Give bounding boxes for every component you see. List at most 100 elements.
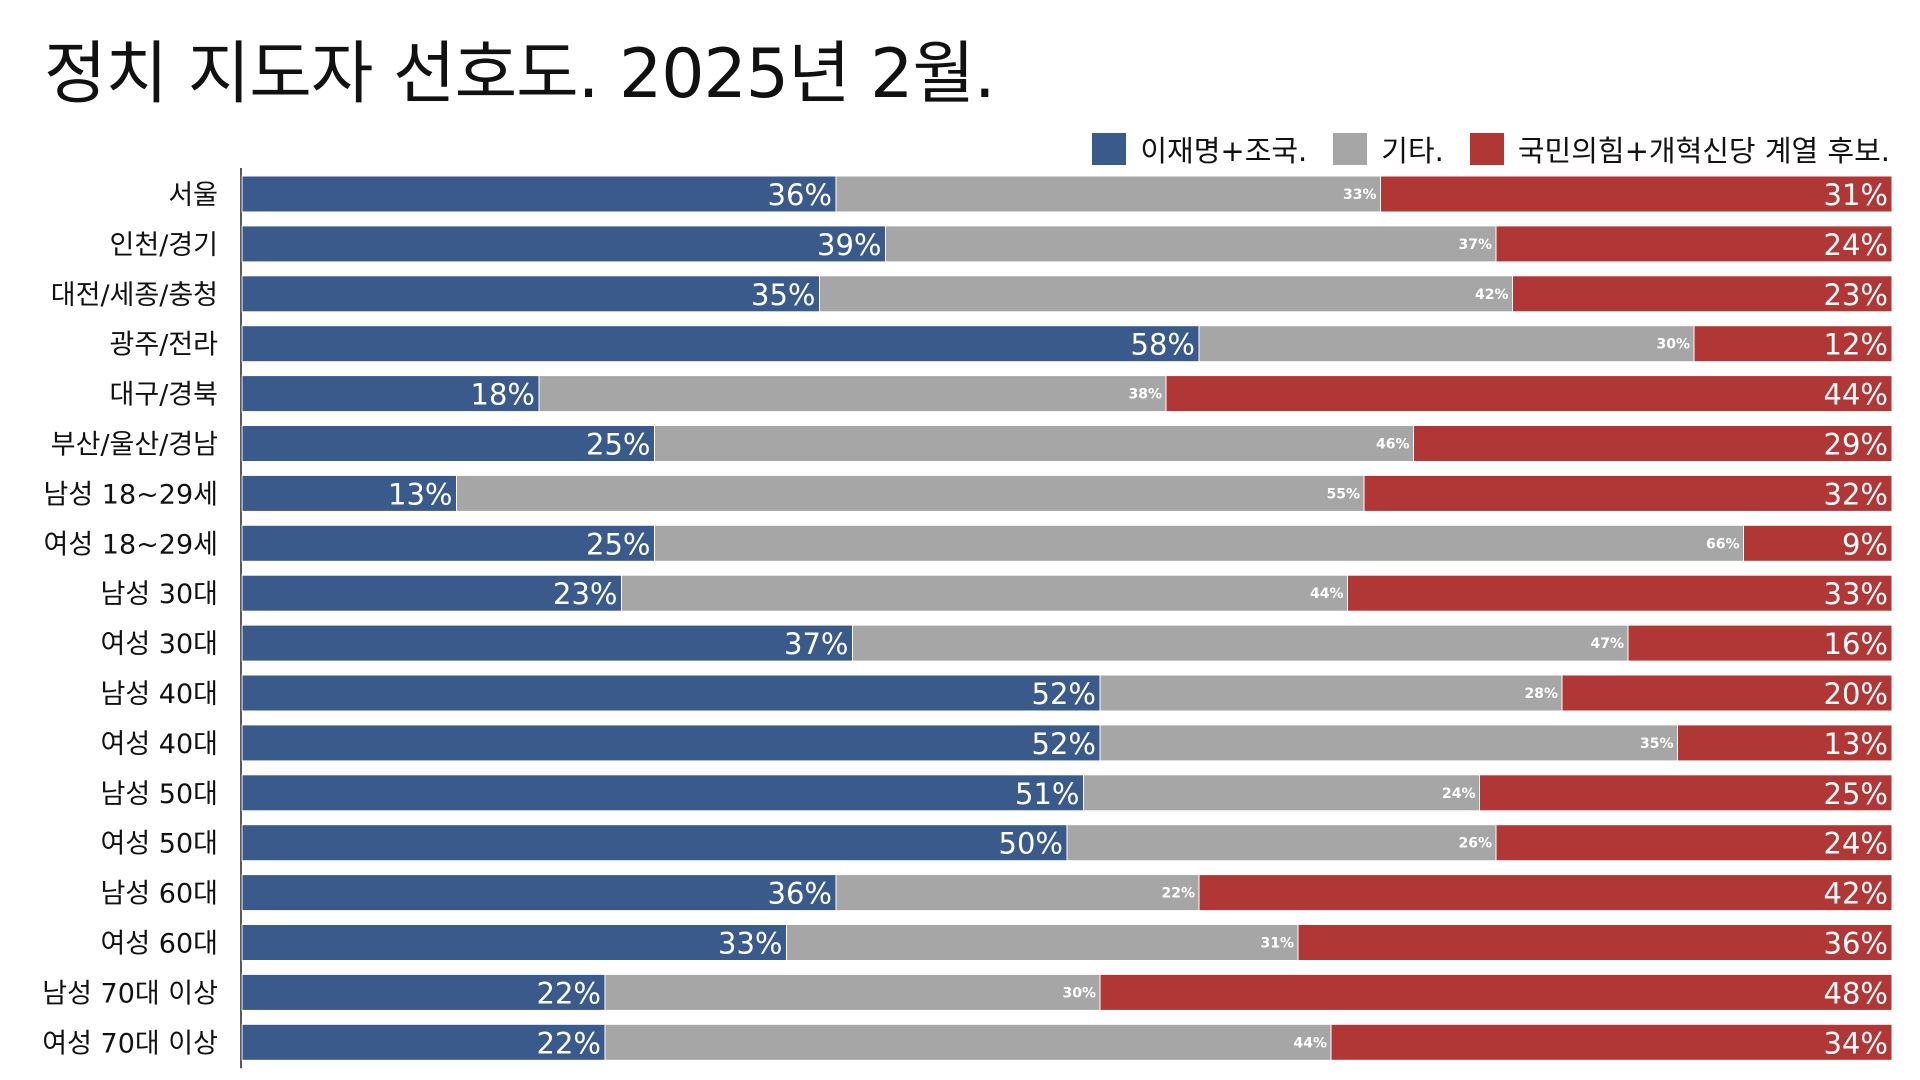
bar-segment — [1380, 175, 1893, 213]
data-label: 44% — [1824, 378, 1888, 412]
data-label: 24% — [1824, 228, 1888, 262]
bar-segment — [1330, 1023, 1893, 1061]
bar-segment — [852, 624, 1629, 662]
data-label: 28% — [1524, 686, 1558, 702]
bar-segment — [241, 524, 655, 562]
data-label: 20% — [1824, 677, 1888, 711]
data-label: 35% — [1640, 736, 1674, 752]
data-label: 51% — [1015, 777, 1079, 811]
data-label: 24% — [1824, 827, 1888, 861]
bar-segment — [1495, 225, 1893, 263]
row-label: 인천/경기 — [110, 230, 218, 261]
bar-segment — [241, 175, 837, 213]
bar-segment — [241, 824, 1068, 862]
bar-segment — [241, 1023, 606, 1061]
bar-segment — [241, 874, 837, 912]
bar-segment — [1165, 375, 1893, 413]
legend-swatch-red — [1469, 133, 1504, 165]
data-label: 32% — [1824, 477, 1888, 511]
row-label: 대전/세종/충청 — [51, 280, 218, 311]
bar-segment — [241, 624, 853, 662]
bar-segment — [241, 724, 1101, 762]
bar-segment — [456, 474, 1365, 512]
data-label: 44% — [1293, 1035, 1327, 1051]
data-label: 22% — [1161, 886, 1195, 902]
bar-segment — [1479, 774, 1893, 812]
bar-segment — [1743, 524, 1893, 562]
data-label: 23% — [1824, 278, 1888, 312]
data-label: 47% — [1590, 636, 1624, 652]
bar-segment — [1066, 824, 1497, 862]
row-label: 남성 70대 이상 — [42, 978, 218, 1009]
bar-segment — [1198, 874, 1893, 912]
bar-segment — [241, 774, 1084, 812]
bar-segment — [885, 225, 1497, 263]
data-label: 66% — [1706, 536, 1740, 552]
data-label: 42% — [1824, 877, 1888, 911]
data-label: 36% — [768, 877, 832, 911]
data-label: 23% — [553, 577, 617, 611]
data-label: 35% — [751, 278, 815, 312]
row-label: 남성 18~29세 — [44, 479, 218, 510]
bar-segment — [835, 874, 1200, 912]
data-label: 46% — [1376, 437, 1410, 453]
data-label: 33% — [718, 927, 782, 961]
legend-label: 이재명+조국. — [1140, 134, 1308, 168]
bar-segment — [819, 275, 1513, 313]
row-label: 서울 — [168, 180, 218, 211]
row-label: 여성 18~29세 — [44, 529, 218, 560]
data-label: 37% — [784, 627, 848, 661]
data-label: 31% — [1260, 936, 1294, 952]
data-label: 29% — [1824, 428, 1888, 462]
bar-segment — [1083, 774, 1480, 812]
data-label: 44% — [1310, 586, 1344, 602]
data-label: 55% — [1326, 486, 1360, 502]
bar-segment — [1099, 724, 1678, 762]
data-label: 9% — [1842, 527, 1888, 561]
row-label: 여성 60대 — [101, 929, 218, 960]
legend-item-other: 기타. — [1333, 128, 1444, 170]
legend-swatch-gray — [1333, 133, 1368, 165]
data-label: 26% — [1458, 836, 1492, 852]
data-label: 25% — [1824, 777, 1888, 811]
data-label: 13% — [1824, 727, 1888, 761]
row-label: 남성 40대 — [101, 679, 218, 710]
legend: 이재명+조국. 기타. 국민의힘+개혁신당 계열 후보. — [1092, 128, 1890, 170]
bar-segment — [1693, 325, 1893, 363]
bar-segment — [241, 924, 787, 961]
data-label: 37% — [1458, 237, 1492, 253]
data-label: 22% — [537, 1026, 601, 1060]
bar-segment — [241, 325, 1200, 363]
data-label: 31% — [1824, 178, 1888, 212]
row-label: 대구/경북 — [110, 380, 218, 411]
data-label: 13% — [388, 477, 452, 511]
row-label: 여성 40대 — [101, 729, 218, 760]
data-label: 50% — [999, 827, 1063, 861]
row-label: 남성 50대 — [101, 779, 218, 810]
row-label: 남성 60대 — [101, 879, 218, 910]
bar-segment — [835, 175, 1381, 213]
legend-item-ppp: 국민의힘+개혁신당 계열 후보. — [1469, 128, 1890, 170]
legend-label: 기타. — [1381, 134, 1444, 168]
bar-segment — [1363, 474, 1893, 512]
data-label: 36% — [1824, 927, 1888, 961]
bar-segment — [621, 574, 1348, 612]
legend-item-lee-cho: 이재명+조국. — [1092, 128, 1307, 170]
data-label: 18% — [471, 378, 535, 412]
bar-segment — [241, 425, 655, 462]
bar-segment — [1512, 275, 1893, 313]
chart-title: 정치 지도자 선호도. 2025년 2월. — [44, 35, 996, 114]
bar-segment — [241, 674, 1101, 712]
data-label: 52% — [1032, 727, 1096, 761]
bar-segment — [1198, 325, 1695, 363]
bar-segment — [1099, 674, 1563, 712]
bar-segment — [241, 474, 457, 512]
row-label: 여성 70대 이상 — [42, 1028, 218, 1059]
data-label: 12% — [1824, 328, 1888, 362]
row-label: 여성 30대 — [101, 629, 218, 660]
bar-segment — [1627, 624, 1893, 662]
data-label: 24% — [1442, 786, 1476, 802]
bar-segment — [1561, 674, 1893, 712]
bar-segment — [538, 375, 1167, 413]
data-label: 42% — [1475, 287, 1509, 303]
